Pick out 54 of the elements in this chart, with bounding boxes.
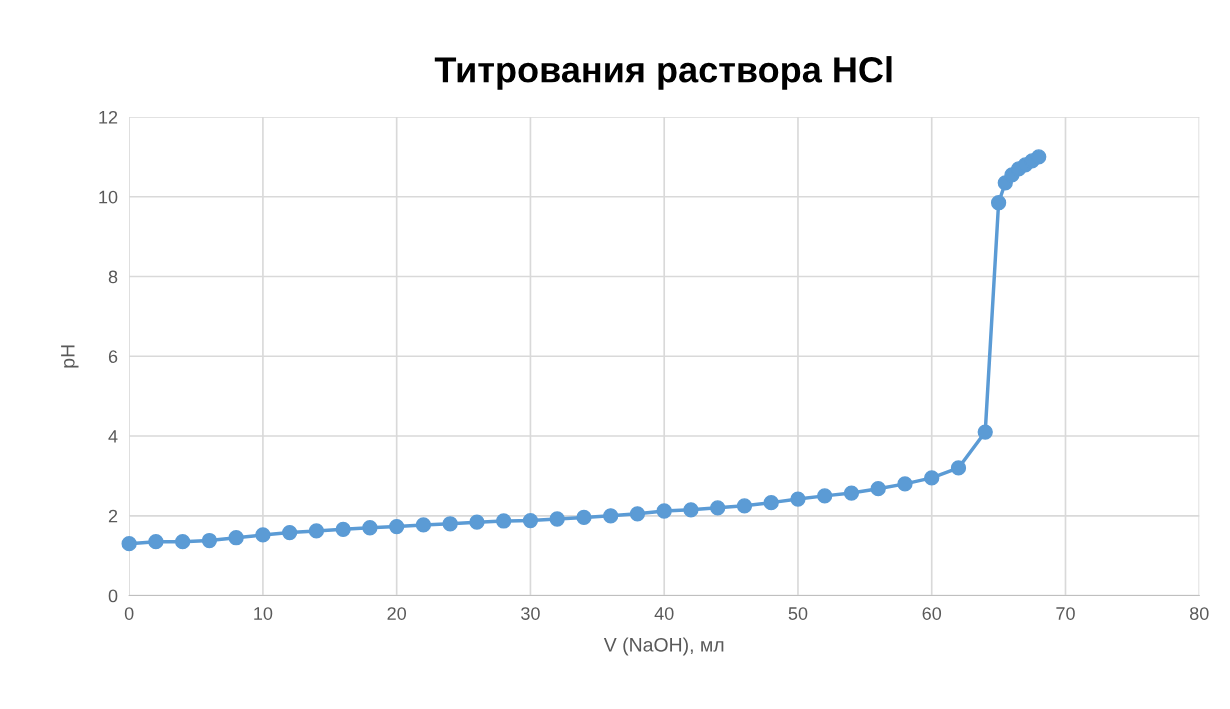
- y-axis-title: pH: [61, 345, 79, 368]
- point: [469, 514, 485, 530]
- point: [897, 476, 913, 492]
- point: [148, 534, 164, 550]
- point: [736, 498, 753, 514]
- x-tick-label: 20: [387, 607, 407, 620]
- point: [335, 521, 351, 537]
- point: [308, 523, 325, 539]
- point: [201, 532, 218, 549]
- point: [656, 503, 672, 519]
- point: [362, 520, 378, 536]
- y-tick-label: 0: [108, 589, 118, 603]
- point: [603, 508, 619, 524]
- point: [950, 460, 967, 476]
- y-tick-label: 6: [108, 350, 118, 363]
- point: [282, 524, 298, 541]
- x-tick-label: 0: [124, 607, 134, 620]
- point: [763, 494, 779, 511]
- point: [522, 512, 539, 529]
- chart-title: Титрования раствора HCl: [434, 56, 892, 90]
- x-tick-label: 40: [654, 607, 674, 620]
- point: [977, 424, 993, 440]
- point: [549, 511, 565, 527]
- x-axis-title: V (NaOH), мл: [603, 637, 724, 656]
- x-tick-label: 60: [922, 607, 942, 620]
- point: [415, 517, 432, 533]
- y-tick-label: 8: [108, 270, 118, 284]
- y-tick-label: 4: [108, 430, 118, 443]
- point: [924, 470, 940, 486]
- y-tick-label: 12: [99, 110, 118, 124]
- point: [442, 516, 458, 532]
- point: [1031, 149, 1047, 165]
- x-tick-label: 10: [254, 607, 273, 620]
- point: [817, 488, 833, 504]
- point: [990, 195, 1007, 211]
- x-tick-label: 80: [1189, 607, 1209, 620]
- point: [228, 530, 244, 546]
- y-tick-label: 2: [108, 509, 118, 523]
- point: [843, 485, 860, 501]
- point: [576, 509, 592, 526]
- point: [629, 506, 646, 522]
- y-tick-label: 10: [99, 190, 118, 204]
- point: [175, 534, 191, 550]
- point: [710, 500, 726, 516]
- x-tick-label: 30: [521, 607, 540, 620]
- point: [496, 513, 512, 529]
- point: [255, 527, 271, 543]
- point: [121, 536, 137, 552]
- point: [389, 518, 405, 535]
- x-tick-label: 50: [788, 607, 808, 620]
- x-tick-label: 70: [1056, 607, 1075, 620]
- point: [870, 481, 886, 497]
- point: [790, 491, 806, 507]
- point: [683, 502, 699, 518]
